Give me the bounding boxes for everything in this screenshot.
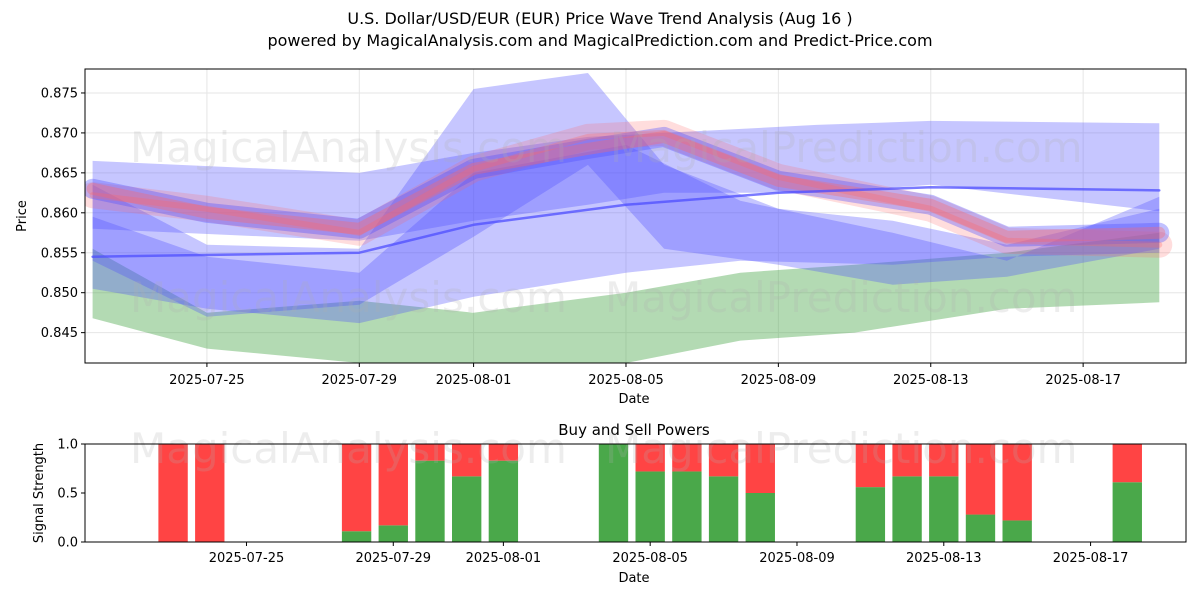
watermark-1: MagicalAnalysis.com [130, 123, 567, 172]
top-y-tick-label: 0.860 [41, 206, 78, 221]
buy-bar [1112, 482, 1142, 542]
watermark-3: MagicalAnalysis.com [130, 273, 567, 322]
buy-bar [708, 476, 739, 542]
top-x-tick-label: 2025-08-05 [588, 373, 664, 388]
bottom-x-tick-label: 2025-08-05 [612, 551, 688, 566]
bottom-x-tick-label: 2025-08-01 [466, 551, 542, 566]
price-series [85, 73, 1173, 363]
buy-bar [452, 476, 482, 542]
buy-bar [635, 471, 665, 542]
bottom-axes: 0.0 0.5 1.0 2025-07-25 2025-07-29 2025-08-01 2… [57, 438, 1128, 567]
top-y-tick-label: 0.870 [41, 126, 78, 141]
buy-bar [672, 471, 702, 542]
blue-band-2 [92, 144, 1160, 324]
buy-bar [745, 493, 775, 542]
top-x-tick-label: 2025-08-01 [436, 373, 512, 388]
buy-bar [341, 531, 372, 542]
top-axes: 0.845 0.850 0.855 0.860 0.865 0.870 0.875 2025-… [41, 86, 1121, 388]
buy-bar [488, 460, 519, 542]
bottom-x-tick-label: 2025-07-25 [209, 551, 285, 566]
buy-bar [892, 476, 922, 542]
bottom-y-axis-label: Signal Strength [32, 443, 47, 543]
blue-band-3 [92, 73, 1160, 317]
watermark-4: MagicalPrediction.com [605, 273, 1078, 322]
chart-title: U.S. Dollar/USD/EUR (EUR) Price Wave Tre… [347, 9, 853, 28]
blue-centerline [91, 185, 1161, 258]
sell-bar [855, 444, 886, 488]
watermark-5: MagicalAnalysis.com [130, 424, 567, 473]
sell-bar [745, 444, 775, 493]
bottom-x-tick-label: 2025-08-13 [906, 551, 982, 566]
top-x-tick-label: 2025-08-17 [1045, 373, 1121, 388]
top-y-tick-label: 0.850 [41, 286, 78, 301]
purple-wave-red [86, 130, 1166, 243]
top-y-tick-label: 0.875 [41, 86, 78, 101]
top-x-axis-label: Date [618, 392, 649, 407]
top-x-tick-label: 2025-08-13 [893, 373, 969, 388]
bottom-chart-title: Buy and Sell Powers [558, 421, 710, 439]
sell-bar [341, 444, 372, 532]
buy-bar [965, 514, 996, 542]
sell-bar [672, 444, 702, 472]
sell-bar [195, 444, 225, 542]
top-x-tick-label: 2025-07-29 [322, 373, 398, 388]
watermark-6: MagicalPrediction.com [605, 424, 1078, 473]
sell-bar [488, 444, 519, 461]
top-y-tick-label: 0.855 [41, 246, 78, 261]
top-y-tick-label: 0.865 [41, 166, 78, 181]
blue-band-1 [92, 120, 1160, 241]
bottom-x-tick-label: 2025-08-17 [1053, 551, 1129, 566]
sell-bar [635, 444, 665, 472]
buy-bar [378, 525, 408, 542]
sell-bar [158, 444, 188, 542]
sell-bar [708, 444, 739, 477]
buy-bar [598, 444, 629, 542]
buy-bar [855, 487, 886, 542]
signal-bars [158, 444, 1142, 542]
bottom-y-tick-label: 0.0 [57, 536, 78, 551]
top-x-tick-label: 2025-07-25 [169, 373, 245, 388]
bottom-x-tick-label: 2025-08-09 [759, 551, 835, 566]
green-band [92, 232, 1160, 363]
red-wave-core [89, 129, 1163, 248]
chart-subtitle: powered by MagicalAnalysis.com and Magic… [267, 31, 933, 50]
buy-bar [1002, 520, 1032, 542]
sell-bar [378, 444, 408, 526]
sell-bar [965, 444, 996, 515]
red-wave-wide [85, 119, 1173, 258]
top-grid [85, 69, 1186, 363]
sell-bar [1112, 444, 1142, 483]
bottom-y-tick-label: 1.0 [57, 438, 78, 453]
purple-wave-blue [85, 126, 1170, 247]
bottom-y-tick-label: 0.5 [57, 487, 78, 502]
sell-bar [415, 444, 445, 461]
bottom-x-tick-label: 2025-07-29 [355, 551, 431, 566]
top-x-tick-label: 2025-08-09 [741, 373, 817, 388]
top-y-axis-label: Price [15, 200, 30, 232]
sell-bar [452, 444, 482, 477]
watermark-2: MagicalPrediction.com [610, 123, 1083, 172]
sell-bar [1002, 444, 1032, 521]
buy-bar [415, 460, 445, 542]
bottom-x-axis-label: Date [618, 571, 649, 586]
sell-bar [929, 444, 959, 477]
buy-bar [929, 476, 959, 542]
top-y-tick-label: 0.845 [41, 326, 78, 341]
sell-bar [892, 444, 922, 477]
top-plot-frame [84, 68, 1187, 364]
